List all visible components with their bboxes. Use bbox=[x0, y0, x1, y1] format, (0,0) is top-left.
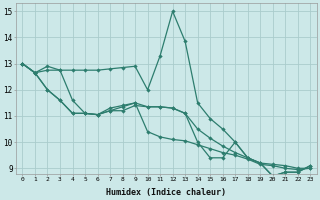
X-axis label: Humidex (Indice chaleur): Humidex (Indice chaleur) bbox=[106, 188, 226, 197]
